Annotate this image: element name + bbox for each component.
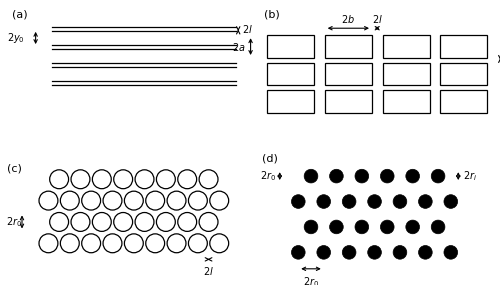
Circle shape: [82, 234, 100, 253]
Circle shape: [167, 234, 186, 253]
Circle shape: [342, 245, 356, 259]
Circle shape: [355, 169, 368, 183]
Circle shape: [92, 213, 112, 231]
Bar: [382, 63, 430, 86]
Circle shape: [304, 169, 318, 183]
Text: $2r_0$: $2r_0$: [260, 169, 276, 183]
Circle shape: [444, 245, 458, 259]
Circle shape: [368, 195, 382, 208]
Circle shape: [199, 213, 218, 231]
Circle shape: [210, 234, 229, 253]
Circle shape: [418, 195, 432, 208]
Circle shape: [71, 213, 90, 231]
Circle shape: [124, 234, 144, 253]
Circle shape: [167, 191, 186, 210]
Circle shape: [135, 213, 154, 231]
Circle shape: [317, 245, 330, 259]
Text: $2a$: $2a$: [232, 40, 245, 53]
Circle shape: [39, 234, 58, 253]
Circle shape: [406, 169, 419, 183]
Circle shape: [103, 191, 122, 210]
Circle shape: [406, 220, 419, 234]
Circle shape: [418, 245, 432, 259]
Circle shape: [355, 220, 368, 234]
Circle shape: [92, 170, 112, 189]
Text: $2l$: $2l$: [242, 23, 252, 35]
Circle shape: [146, 191, 165, 210]
Circle shape: [103, 234, 122, 253]
Circle shape: [393, 245, 407, 259]
Bar: [325, 35, 372, 58]
Circle shape: [114, 170, 132, 189]
Bar: [382, 90, 430, 113]
Bar: [325, 90, 372, 113]
Circle shape: [210, 191, 229, 210]
Circle shape: [199, 170, 218, 189]
Circle shape: [135, 170, 154, 189]
Bar: [325, 63, 372, 86]
Circle shape: [330, 220, 344, 234]
Bar: [440, 35, 488, 58]
Bar: [440, 90, 488, 113]
Circle shape: [444, 195, 458, 208]
Circle shape: [431, 220, 445, 234]
Text: $2r_0$: $2r_0$: [6, 215, 22, 229]
Bar: [267, 90, 314, 113]
Text: (a): (a): [12, 10, 28, 20]
Text: $2l$: $2l$: [203, 265, 214, 277]
Circle shape: [71, 170, 90, 189]
Circle shape: [342, 195, 356, 208]
Circle shape: [124, 191, 144, 210]
Text: (d): (d): [262, 153, 278, 163]
Circle shape: [292, 195, 305, 208]
Circle shape: [60, 191, 79, 210]
Bar: [382, 35, 430, 58]
Bar: [267, 35, 314, 58]
Text: (b): (b): [264, 10, 280, 20]
Text: $2l$: $2l$: [372, 13, 382, 25]
Circle shape: [330, 169, 344, 183]
Text: (c): (c): [7, 164, 22, 174]
Circle shape: [317, 195, 330, 208]
Circle shape: [178, 170, 197, 189]
Circle shape: [393, 195, 407, 208]
Circle shape: [304, 220, 318, 234]
Bar: [267, 63, 314, 86]
Circle shape: [380, 220, 394, 234]
Text: $2y_0$: $2y_0$: [8, 31, 25, 45]
Circle shape: [188, 234, 208, 253]
Circle shape: [39, 191, 58, 210]
Text: $2b$: $2b$: [342, 13, 355, 25]
Circle shape: [156, 213, 176, 231]
Circle shape: [368, 245, 382, 259]
Circle shape: [146, 234, 165, 253]
Circle shape: [50, 170, 68, 189]
Circle shape: [156, 170, 176, 189]
Circle shape: [60, 234, 79, 253]
Circle shape: [114, 213, 132, 231]
Text: $2r_i$: $2r_i$: [462, 169, 476, 183]
Circle shape: [380, 169, 394, 183]
Circle shape: [82, 191, 100, 210]
Circle shape: [188, 191, 208, 210]
Circle shape: [50, 213, 68, 231]
Bar: [440, 63, 488, 86]
Circle shape: [431, 169, 445, 183]
Circle shape: [292, 245, 305, 259]
Text: $2r_0$: $2r_0$: [303, 275, 319, 285]
Circle shape: [178, 213, 197, 231]
